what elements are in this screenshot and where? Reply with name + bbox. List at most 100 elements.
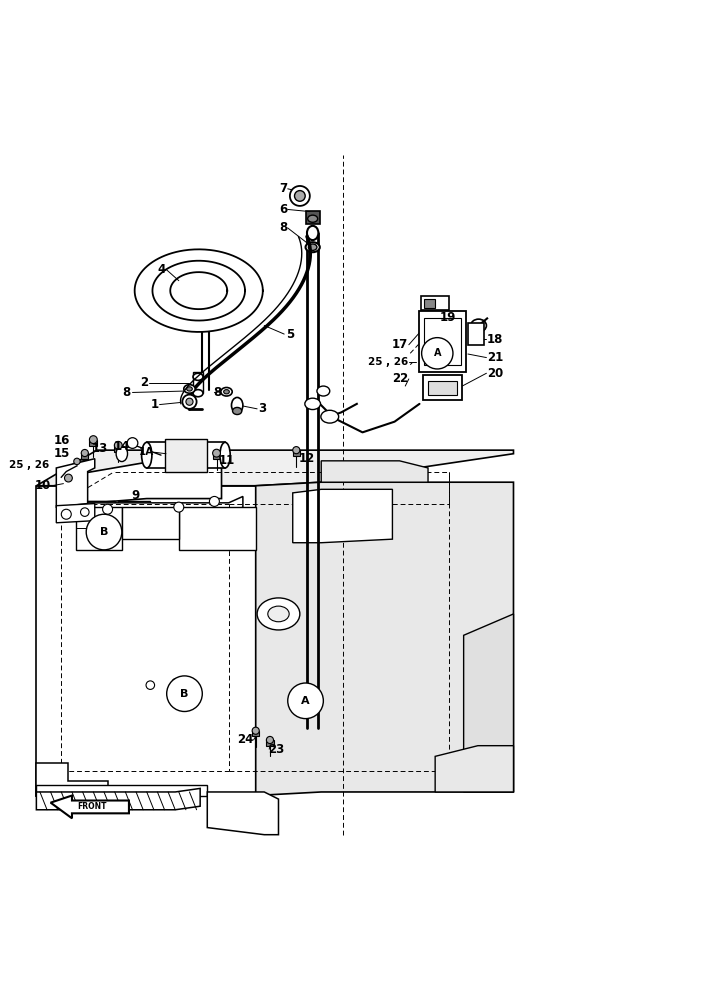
Text: 2: 2 bbox=[140, 376, 148, 389]
Polygon shape bbox=[37, 785, 207, 796]
Text: 18: 18 bbox=[487, 333, 503, 346]
Text: 21: 21 bbox=[487, 351, 503, 364]
Circle shape bbox=[174, 502, 184, 512]
Ellipse shape bbox=[116, 446, 127, 462]
Text: 9: 9 bbox=[131, 489, 140, 502]
Circle shape bbox=[210, 496, 220, 506]
Circle shape bbox=[81, 508, 89, 516]
Text: 8: 8 bbox=[279, 221, 287, 234]
Polygon shape bbox=[293, 489, 392, 543]
Text: B: B bbox=[180, 689, 189, 699]
Polygon shape bbox=[37, 486, 256, 796]
Ellipse shape bbox=[193, 390, 203, 397]
Ellipse shape bbox=[305, 398, 320, 410]
Bar bbox=[293, 450, 300, 456]
Text: 14: 14 bbox=[114, 440, 130, 453]
Polygon shape bbox=[118, 501, 150, 516]
Polygon shape bbox=[420, 311, 466, 372]
Ellipse shape bbox=[142, 442, 152, 468]
Circle shape bbox=[288, 683, 323, 719]
Text: 17: 17 bbox=[392, 338, 408, 351]
Polygon shape bbox=[37, 788, 200, 810]
Bar bbox=[81, 453, 89, 459]
Bar bbox=[114, 445, 122, 452]
Polygon shape bbox=[37, 450, 513, 486]
Text: 8: 8 bbox=[122, 386, 130, 399]
Polygon shape bbox=[179, 507, 256, 550]
Circle shape bbox=[266, 736, 274, 744]
Circle shape bbox=[86, 514, 122, 550]
Text: 1A: 1A bbox=[139, 447, 154, 457]
Ellipse shape bbox=[307, 215, 318, 222]
Circle shape bbox=[422, 338, 453, 369]
Ellipse shape bbox=[307, 226, 318, 240]
Circle shape bbox=[89, 436, 97, 444]
Polygon shape bbox=[207, 792, 279, 835]
Ellipse shape bbox=[233, 407, 242, 415]
Ellipse shape bbox=[184, 385, 195, 393]
Bar bbox=[423, 375, 462, 400]
Ellipse shape bbox=[224, 390, 230, 394]
Ellipse shape bbox=[182, 395, 197, 409]
Ellipse shape bbox=[308, 244, 317, 250]
Polygon shape bbox=[56, 459, 95, 507]
Ellipse shape bbox=[127, 438, 138, 448]
Bar bbox=[65, 478, 72, 484]
Text: 7: 7 bbox=[279, 182, 287, 195]
Text: 6: 6 bbox=[279, 203, 287, 216]
Bar bbox=[73, 461, 80, 467]
Text: 12: 12 bbox=[298, 452, 315, 465]
Text: 16: 16 bbox=[53, 434, 70, 447]
Ellipse shape bbox=[232, 397, 243, 413]
Polygon shape bbox=[256, 482, 513, 796]
Text: A: A bbox=[433, 348, 441, 358]
Bar bbox=[421, 296, 449, 310]
Bar bbox=[165, 439, 207, 472]
Ellipse shape bbox=[268, 606, 289, 622]
Bar bbox=[425, 299, 435, 308]
Ellipse shape bbox=[317, 386, 330, 396]
Ellipse shape bbox=[294, 191, 305, 201]
Text: 11: 11 bbox=[219, 454, 235, 467]
Text: 13: 13 bbox=[91, 442, 107, 455]
Ellipse shape bbox=[257, 598, 300, 630]
Text: 23: 23 bbox=[268, 743, 284, 756]
Ellipse shape bbox=[221, 387, 233, 396]
Polygon shape bbox=[56, 504, 95, 523]
Circle shape bbox=[146, 681, 155, 689]
Polygon shape bbox=[464, 614, 513, 792]
Text: 10: 10 bbox=[35, 479, 50, 492]
Text: B: B bbox=[100, 527, 108, 537]
Text: FRONT: FRONT bbox=[78, 802, 107, 811]
Ellipse shape bbox=[321, 410, 338, 423]
Bar bbox=[193, 372, 203, 393]
Ellipse shape bbox=[186, 398, 193, 405]
Bar bbox=[305, 211, 320, 224]
Polygon shape bbox=[85, 496, 243, 516]
Polygon shape bbox=[435, 746, 513, 792]
Polygon shape bbox=[76, 507, 122, 550]
Ellipse shape bbox=[471, 319, 487, 332]
Polygon shape bbox=[122, 507, 179, 539]
Bar bbox=[212, 453, 220, 459]
Text: 15: 15 bbox=[53, 447, 70, 460]
Ellipse shape bbox=[193, 373, 203, 380]
Text: 19: 19 bbox=[439, 311, 456, 324]
Polygon shape bbox=[37, 763, 107, 796]
Circle shape bbox=[293, 447, 300, 454]
Circle shape bbox=[61, 509, 71, 519]
Text: 3: 3 bbox=[258, 402, 266, 415]
Text: 20: 20 bbox=[487, 367, 503, 380]
Bar bbox=[266, 740, 274, 746]
Circle shape bbox=[172, 679, 178, 684]
Circle shape bbox=[102, 504, 112, 514]
Bar bbox=[252, 731, 259, 736]
Circle shape bbox=[73, 458, 80, 465]
Text: 24: 24 bbox=[237, 733, 253, 746]
Circle shape bbox=[65, 474, 72, 482]
Ellipse shape bbox=[186, 387, 192, 391]
Bar bbox=[428, 381, 457, 395]
Polygon shape bbox=[85, 501, 118, 516]
Bar bbox=[468, 323, 484, 345]
Bar bbox=[89, 440, 97, 446]
